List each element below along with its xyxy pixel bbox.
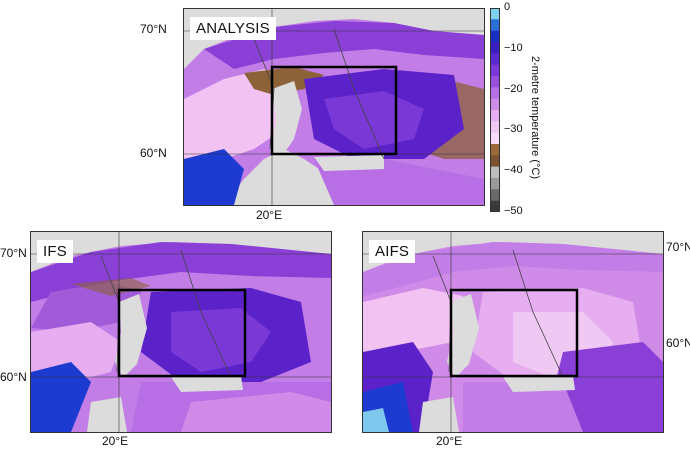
analysis-map: ANALYSIS [183,8,485,206]
colorbar-tick-label: −10 [504,41,523,54]
aifs-map-graphic [363,232,663,432]
colorbar-title: 2-metre temperature (°C) [529,56,541,179]
lon-ifs: 20°E [102,434,129,448]
colorbar-segment [490,19,500,32]
panel-title-analysis: ANALYSIS [190,17,276,40]
aifs-map: AIFS [362,231,664,433]
ifs-map-graphic [31,232,331,432]
colorbar-tick-label: 0 [504,1,511,13]
colorbar-segment [490,121,500,134]
colorbar-segment [490,189,500,202]
lon-analysis: 20°E [256,208,283,222]
colorbar-segment [490,110,500,122]
colorbar-segment [490,166,500,179]
colorbar-segment [490,64,500,77]
colorbar-tick-label: −30 [504,123,523,136]
analysis-region-box [270,65,398,156]
ifs-region-box [117,288,247,378]
lat-top-ifs: 70°N [0,246,27,260]
colorbar-segment [490,76,500,88]
panel-title-ifs: IFS [37,240,73,263]
analysis-map-graphic [184,9,484,205]
colorbar-segment [490,132,500,145]
colorbar-segment [490,98,500,111]
lat-bottom-analysis: 60°N [140,146,167,160]
colorbar [490,8,500,213]
ifs-map: IFS [30,231,332,433]
lat-top-analysis: 70°N [140,22,167,36]
colorbar-segment [490,8,500,20]
colorbar-segment [490,42,500,54]
lat-bottom-aifs: 60°N [666,336,690,350]
colorbar-tick-label: −20 [504,82,523,95]
panel-title-aifs: AIFS [369,240,416,263]
colorbar-segment [490,53,500,66]
colorbar-tick-label: −40 [504,164,523,177]
lat-top-aifs: 70°N [666,240,690,254]
colorbar-tick-label: −50 [504,205,523,217]
colorbar-segment [490,144,500,156]
colorbar-segment [490,87,500,100]
lat-bottom-ifs: 60°N [0,370,27,384]
colorbar-gradient [490,8,500,213]
aifs-region-box [449,288,579,378]
lon-aifs: 20°E [436,434,463,448]
colorbar-segment [490,178,500,190]
colorbar-segment [490,155,500,168]
colorbar-segment [490,200,500,213]
colorbar-segment [490,30,500,43]
